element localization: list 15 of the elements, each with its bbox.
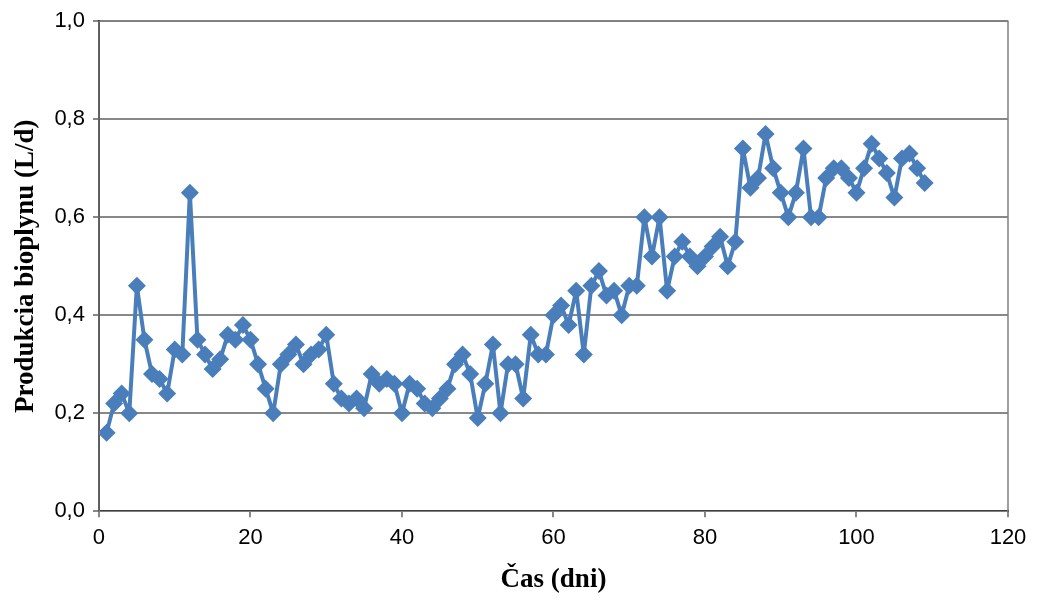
y-axis-title: Produkcia bioplynu (L/d) bbox=[9, 119, 40, 413]
x-tick-label: 0 bbox=[92, 524, 106, 550]
x-tick-label: 20 bbox=[238, 524, 263, 550]
x-tick-label: 40 bbox=[389, 524, 415, 550]
y-tick-label: 1,0 bbox=[54, 7, 85, 33]
x-tick-label: 60 bbox=[541, 524, 566, 550]
y-tick-label: 0,4 bbox=[54, 301, 85, 327]
x-tick-label: 80 bbox=[692, 524, 718, 550]
y-tick-label: 0,2 bbox=[54, 399, 85, 425]
y-tick-label: 0,8 bbox=[54, 105, 85, 131]
x-tick-label: 100 bbox=[838, 524, 875, 550]
x-tick-label: 120 bbox=[989, 524, 1027, 550]
x-axis-title: Čas (dni) bbox=[500, 562, 607, 593]
y-tick-label: 0,6 bbox=[54, 203, 85, 229]
y-tick-label: 0,0 bbox=[54, 497, 85, 523]
